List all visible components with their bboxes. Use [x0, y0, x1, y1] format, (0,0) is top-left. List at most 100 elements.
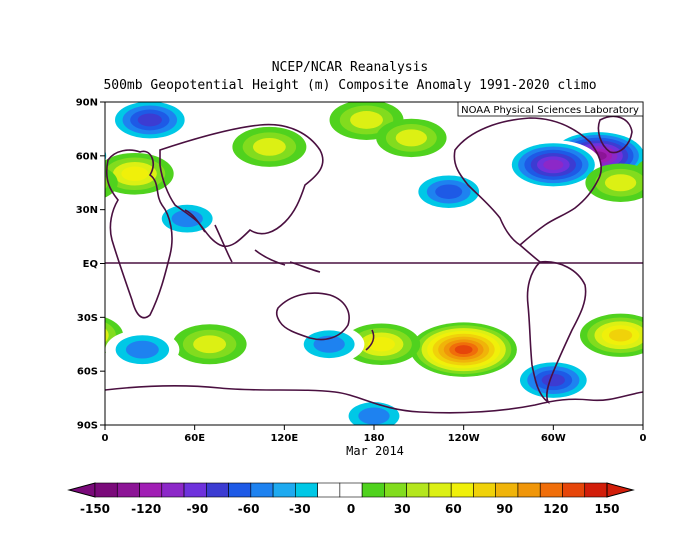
anomaly-contour [435, 184, 463, 199]
anomaly-contour [193, 335, 227, 354]
colorbar-swatch [272, 482, 296, 498]
colorbar-swatch [562, 482, 586, 498]
colorbar-label: 0 [347, 502, 355, 516]
colorbar-arrow-right [606, 482, 635, 498]
anomaly-center-1 [505, 140, 602, 190]
colorbar-label: -90 [187, 502, 209, 516]
lon-label: 120E [270, 433, 298, 444]
colorbar-label: 60 [445, 502, 462, 516]
anomaly-center-8 [376, 118, 447, 158]
anomaly-contour-wrap [676, 114, 700, 127]
anomaly-contour-wrap [661, 106, 700, 135]
anomaly-contour-wrap [67, 174, 98, 191]
colorbar-swatch [339, 482, 363, 498]
anomaly-center-12 [172, 324, 247, 365]
coastlines [105, 115, 643, 414]
lon-label: 120W [448, 433, 480, 444]
anomaly-contour-wrap [654, 335, 700, 364]
colorbar-swatch [517, 482, 541, 498]
lat-label: 90S [77, 421, 98, 432]
anomaly-center-14 [512, 358, 594, 402]
anomaly-contour-wrap [71, 329, 94, 341]
colorbar-swatch [317, 482, 341, 498]
anomaly-contour [350, 111, 383, 129]
anomaly-contour-wrap [105, 328, 109, 343]
anomaly-contour [395, 129, 428, 147]
lat-label: 90N [76, 98, 98, 109]
colorbar-swatch [206, 482, 229, 498]
colorbar-label: -120 [131, 502, 161, 516]
anomaly-contour [608, 329, 633, 342]
colorbar-label: 30 [394, 502, 411, 516]
lon-label: 60W [541, 433, 566, 444]
colorbar-label: -60 [238, 502, 260, 516]
anomaly-contour-wrap [643, 330, 700, 370]
colorbar-swatch [539, 482, 563, 498]
anomaly-contour-wrap [64, 325, 102, 345]
colorbar-swatch [183, 482, 207, 498]
colorbar-swatch [473, 482, 496, 498]
anomaly-contour-wrap [642, 170, 643, 177]
colorbar-label: -30 [289, 502, 311, 516]
anomaly-center-2 [107, 102, 700, 143]
colorbar-swatch [384, 482, 407, 498]
title-line-2: 500mb Geopotential Height (m) Composite … [103, 78, 597, 93]
latitude-axis: 90N 60N 30N EQ 30S 60S 90S [76, 98, 105, 432]
anomaly-contour-wrap [651, 162, 695, 186]
colorbar-swatch [495, 482, 519, 498]
anomaly-center-9 [67, 163, 643, 202]
anomaly-contour-wrap [41, 146, 80, 166]
credit-label: NOAA Physical Sciences Laboratory [461, 105, 639, 116]
lat-label: EQ [83, 259, 98, 270]
anomaly-contour [171, 210, 203, 228]
anomaly-contour-wrap [659, 167, 686, 181]
anomaly-contour-wrap [653, 102, 700, 139]
colorbar-swatch [228, 482, 252, 498]
anomaly-center-15 [105, 329, 700, 370]
anomaly-contour-wrap [668, 110, 700, 131]
colorbar-swatch [450, 482, 474, 498]
anomaly-center-3 [409, 170, 488, 213]
anomaly-contour [125, 340, 159, 359]
colorbar-swatch [94, 482, 118, 498]
colorbar-arrow-left [67, 482, 96, 498]
lat-label: 60N [76, 151, 98, 162]
lon-label: 0 [640, 433, 647, 444]
anomaly-contour-wrap [52, 151, 69, 160]
anomaly-center-17 [338, 396, 410, 425]
anomaly-contour [543, 159, 564, 171]
credit-box [457, 101, 644, 117]
anomaly-contour [358, 407, 390, 425]
anomaly-contour-wrap [664, 341, 697, 359]
colorbar-swatch [584, 482, 608, 498]
colorbar-swatch [428, 482, 452, 498]
anomaly-contour-wrap [634, 160, 643, 188]
anomaly-center-11 [342, 323, 421, 366]
date-label: Mar 2014 [346, 444, 404, 458]
lat-label: 60S [77, 367, 98, 378]
anomaly-center-6 [232, 126, 307, 167]
colorbar-label: -150 [80, 502, 110, 516]
anomaly-contour [367, 337, 395, 352]
colorbar-swatch [406, 482, 430, 498]
anomaly-contour [121, 166, 149, 182]
colorbar-label: 120 [543, 502, 568, 516]
anomaly-contour-wrap [105, 176, 108, 190]
colorbar-swatch [116, 482, 140, 498]
anomaly-contour-wrap [46, 149, 74, 163]
anomaly-field [41, 102, 700, 425]
colorbar-swatch [361, 482, 385, 498]
lat-label: 30N [76, 205, 98, 216]
anomaly-center-13 [64, 313, 643, 357]
anomaly-center-10 [410, 322, 517, 377]
anomaly-contour [137, 113, 162, 127]
colorbar-label: 90 [496, 502, 513, 516]
colorbar: -150 -120 -90 -60 -30 0 30 60 90 120 150 [67, 482, 635, 516]
lon-label: 180 [364, 433, 385, 444]
anomaly-contour [541, 373, 565, 387]
longitude-axis: 0 60E 120E 180 120W 60W 0 [102, 425, 647, 444]
anomaly-contour [252, 137, 286, 156]
anomaly-center-5 [105, 152, 695, 195]
anomaly-center-16 [293, 325, 365, 364]
colorbar-label: 150 [594, 502, 619, 516]
